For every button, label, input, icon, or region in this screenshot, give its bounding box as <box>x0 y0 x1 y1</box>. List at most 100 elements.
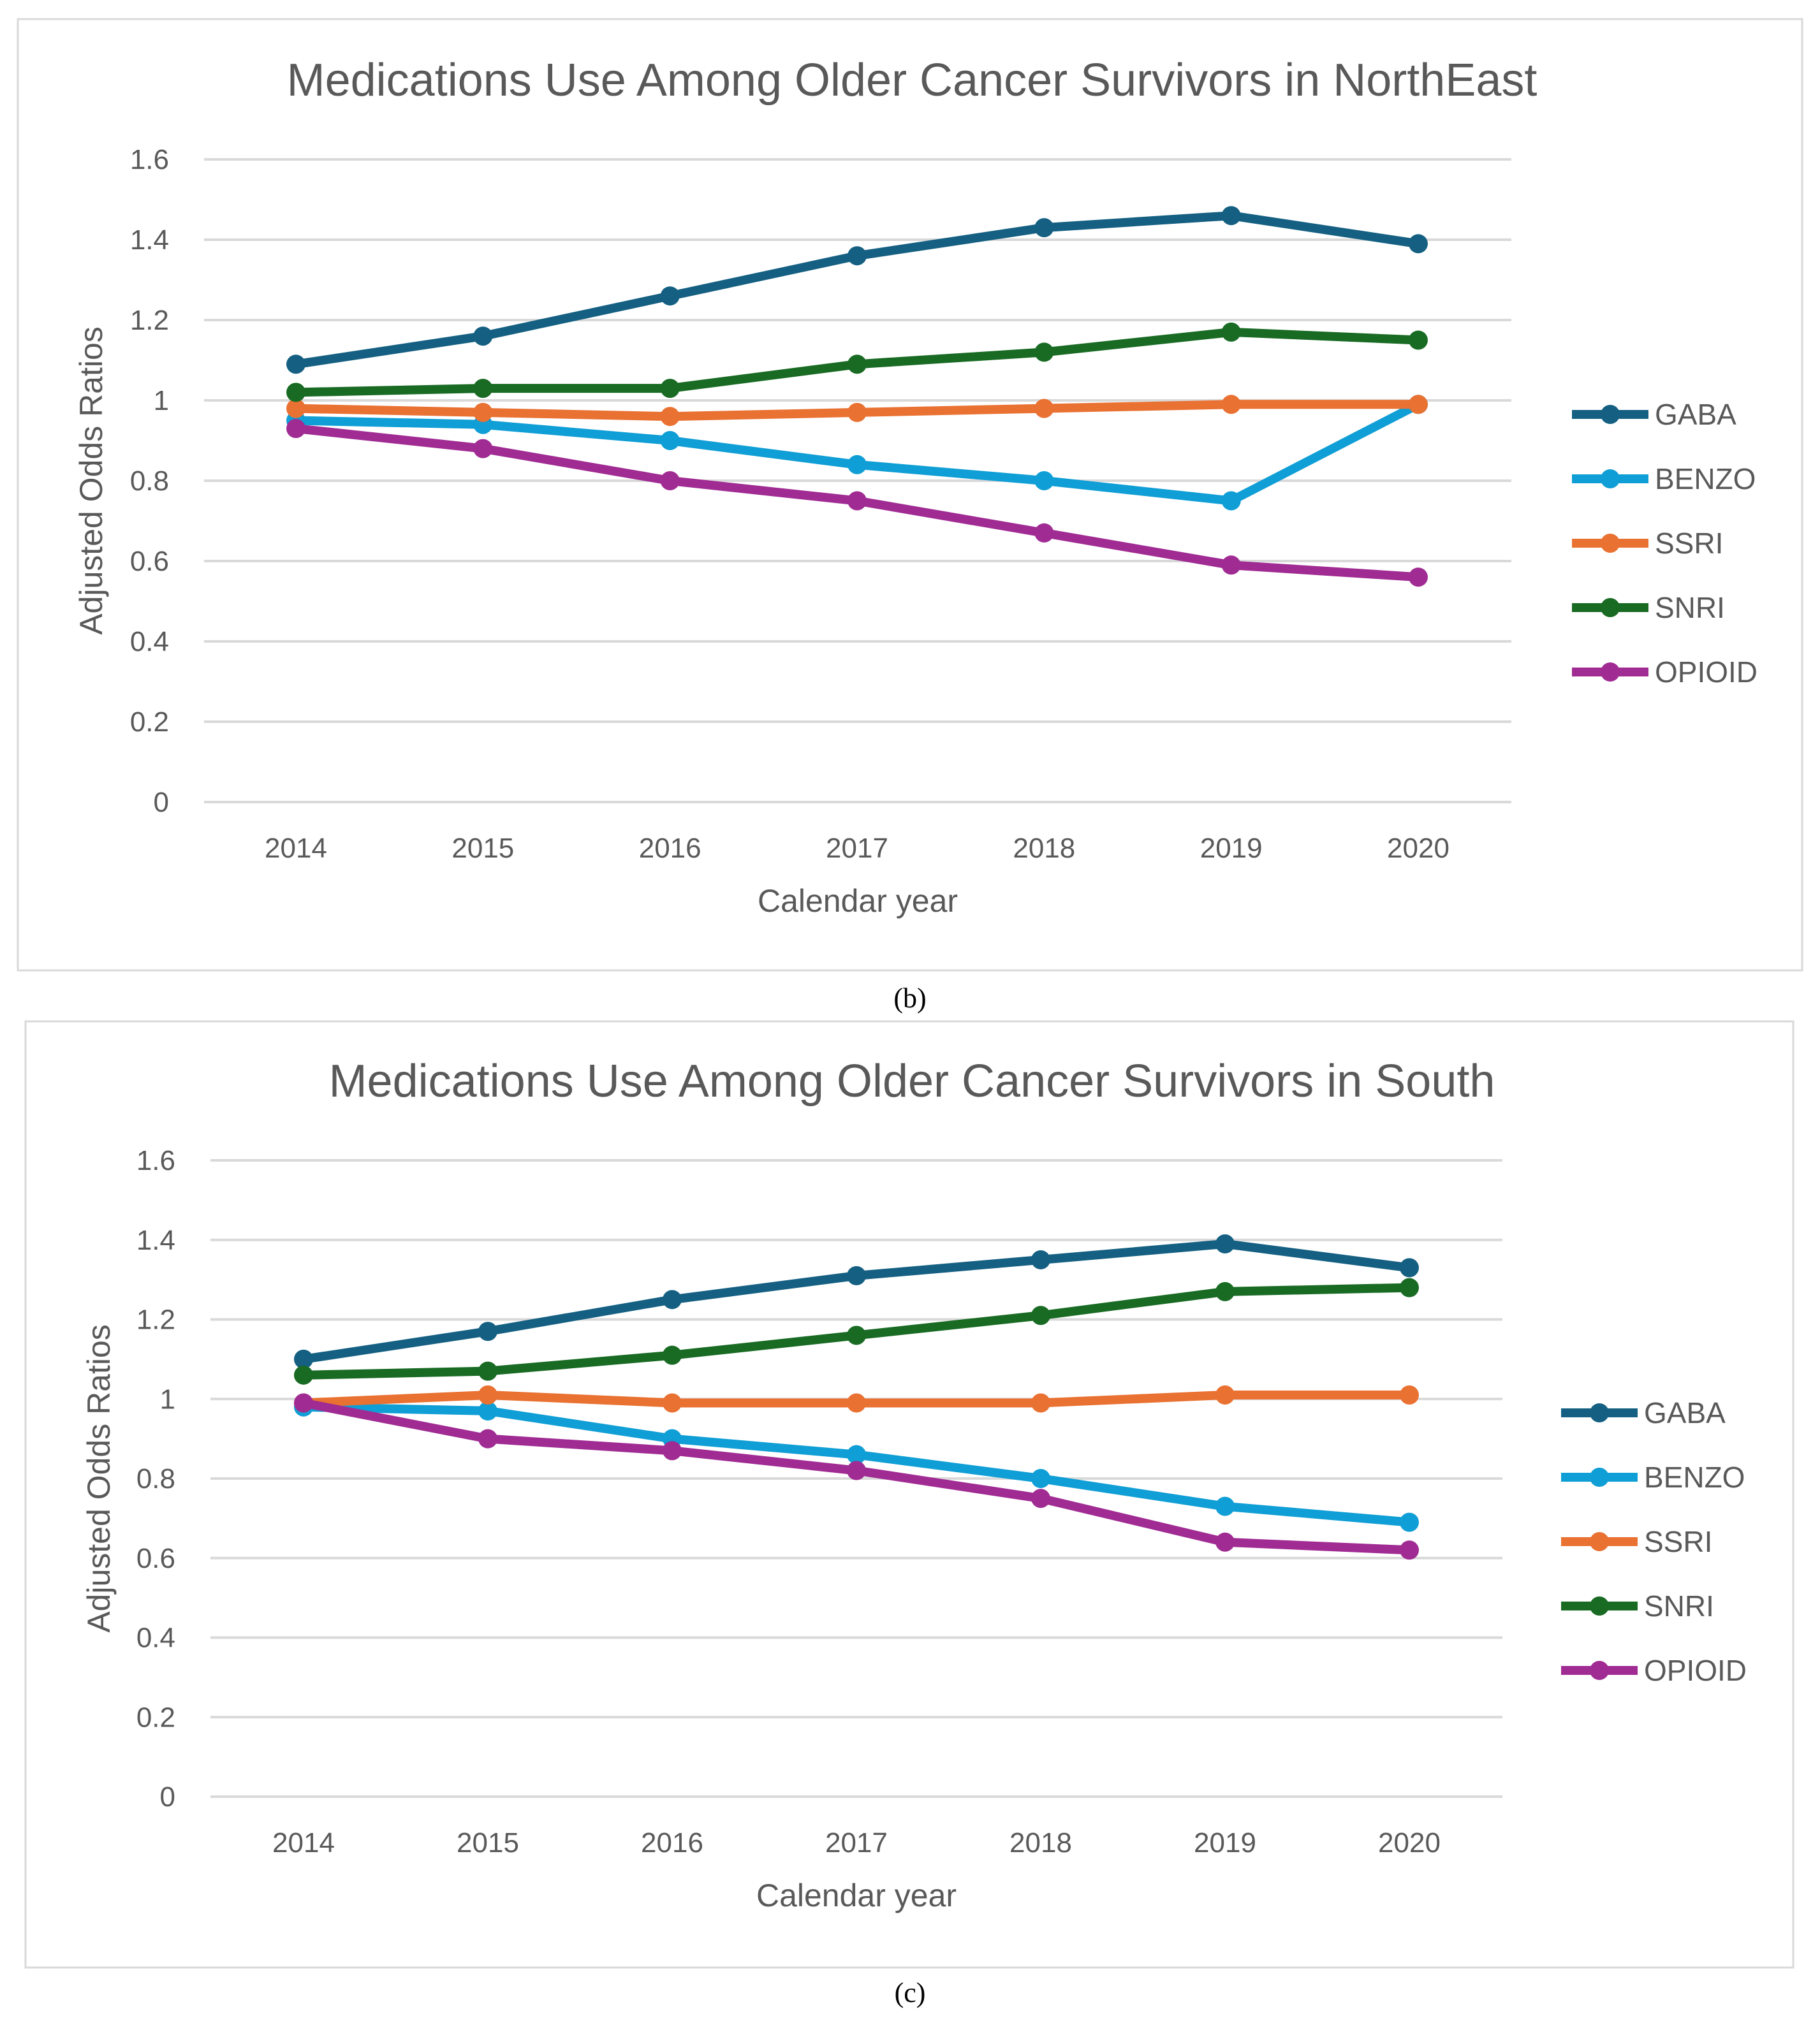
data-point <box>1221 555 1241 575</box>
y-tick-label: 0.6 <box>136 1543 175 1574</box>
data-point <box>1034 218 1054 238</box>
x-tick-label: 2015 <box>451 833 514 864</box>
data-point <box>663 1393 682 1413</box>
legend-swatch-marker <box>1590 1661 1609 1680</box>
data-point <box>286 383 305 402</box>
chart-border <box>17 18 1803 972</box>
legend-label: BENZO <box>1644 1461 1745 1494</box>
data-point <box>478 1322 497 1341</box>
series-opioid <box>294 1393 1419 1560</box>
legend-swatch-marker <box>1590 1532 1609 1551</box>
data-point <box>1031 1469 1050 1488</box>
y-tick-label: 0 <box>160 1781 175 1813</box>
data-point <box>1031 1306 1050 1326</box>
legend-label: SNRI <box>1644 1589 1714 1623</box>
y-tick-label: 1 <box>160 1384 175 1415</box>
x-tick-label: 2014 <box>265 833 327 864</box>
data-point <box>1400 1385 1419 1405</box>
y-tick-label: 0.2 <box>130 706 169 738</box>
x-tick-label: 2014 <box>272 1827 335 1859</box>
data-point <box>1409 330 1428 350</box>
legend-item: BENZO <box>1572 462 1756 495</box>
data-point <box>1215 1532 1235 1552</box>
data-point <box>294 1365 313 1385</box>
data-point <box>848 455 867 474</box>
legend-item: SNRI <box>1572 591 1725 624</box>
x-tick-label: 2019 <box>1200 833 1263 864</box>
data-point <box>1221 322 1241 342</box>
data-point <box>848 354 867 374</box>
legend-item: SSRI <box>1561 1525 1712 1558</box>
x-tick-label: 2015 <box>457 1827 519 1859</box>
legend-item: SNRI <box>1561 1589 1714 1623</box>
data-point <box>1034 398 1054 418</box>
chart-panel-0: Medications Use Among Older Cancer Survi… <box>17 18 1803 972</box>
data-point <box>1034 342 1054 362</box>
legend-item: BENZO <box>1561 1461 1745 1494</box>
data-point <box>847 1326 866 1345</box>
legend-item: GABA <box>1572 398 1736 431</box>
data-point <box>1409 567 1428 587</box>
data-point <box>848 491 867 511</box>
legend-swatch-marker <box>1601 405 1620 424</box>
legend-label: OPIOID <box>1655 655 1758 689</box>
data-point <box>1221 491 1241 511</box>
series-opioid <box>286 419 1428 587</box>
legend-label: GABA <box>1655 398 1736 431</box>
x-tick-label: 2017 <box>825 1827 888 1859</box>
legend-swatch-marker <box>1590 1468 1609 1487</box>
data-point <box>1400 1278 1419 1297</box>
data-point <box>660 471 680 490</box>
data-point <box>1221 395 1241 414</box>
data-point <box>1221 206 1241 226</box>
y-tick-label: 0.4 <box>130 626 169 657</box>
legend-item: GABA <box>1561 1396 1726 1429</box>
data-point <box>1034 471 1054 490</box>
data-point <box>847 1393 866 1413</box>
y-tick-label: 0.4 <box>136 1623 175 1654</box>
data-point <box>660 286 680 306</box>
data-point <box>1215 1234 1235 1253</box>
y-tick-label: 1.6 <box>130 144 169 175</box>
data-point <box>1034 523 1054 543</box>
data-point <box>1409 234 1428 254</box>
legend-swatch-marker <box>1601 534 1620 553</box>
data-point <box>660 379 680 398</box>
data-point <box>1400 1540 1419 1560</box>
legend-swatch-marker <box>1601 662 1620 682</box>
series-snri <box>294 1278 1419 1385</box>
legend-swatch-marker <box>1601 469 1620 488</box>
data-point <box>847 1461 866 1480</box>
data-point <box>848 402 867 422</box>
data-point <box>473 402 493 422</box>
legend-label: BENZO <box>1655 462 1756 495</box>
x-axis-label: Calendar year <box>756 1878 957 1913</box>
y-tick-label: 1.4 <box>130 224 169 256</box>
y-tick-label: 1 <box>154 385 169 416</box>
legend-item: SSRI <box>1572 527 1723 560</box>
y-tick-label: 0.8 <box>130 465 169 497</box>
chart-title: Medications Use Among Older Cancer Survi… <box>287 55 1537 106</box>
x-tick-label: 2016 <box>639 833 701 864</box>
y-axis-label: Adjusted Odds Ratios <box>81 1324 117 1633</box>
legend-swatch-marker <box>1590 1403 1609 1422</box>
data-point <box>663 1441 682 1461</box>
y-tick-label: 0 <box>154 787 169 818</box>
data-point <box>286 398 305 418</box>
series-gaba <box>286 206 1428 374</box>
data-point <box>294 1349 313 1369</box>
x-tick-label: 2018 <box>1013 833 1075 864</box>
series-snri <box>286 322 1428 402</box>
y-tick-label: 0.6 <box>130 546 169 577</box>
legend-label: SSRI <box>1644 1525 1712 1558</box>
y-tick-label: 0.2 <box>136 1702 175 1733</box>
data-point <box>660 431 680 450</box>
data-point <box>473 326 493 346</box>
legend-swatch-marker <box>1590 1596 1609 1616</box>
data-point <box>1400 1512 1419 1532</box>
x-tick-label: 2018 <box>1009 1827 1072 1859</box>
figure-caption: (b) <box>893 982 926 1014</box>
data-point <box>1215 1385 1235 1405</box>
x-tick-label: 2019 <box>1194 1827 1256 1859</box>
